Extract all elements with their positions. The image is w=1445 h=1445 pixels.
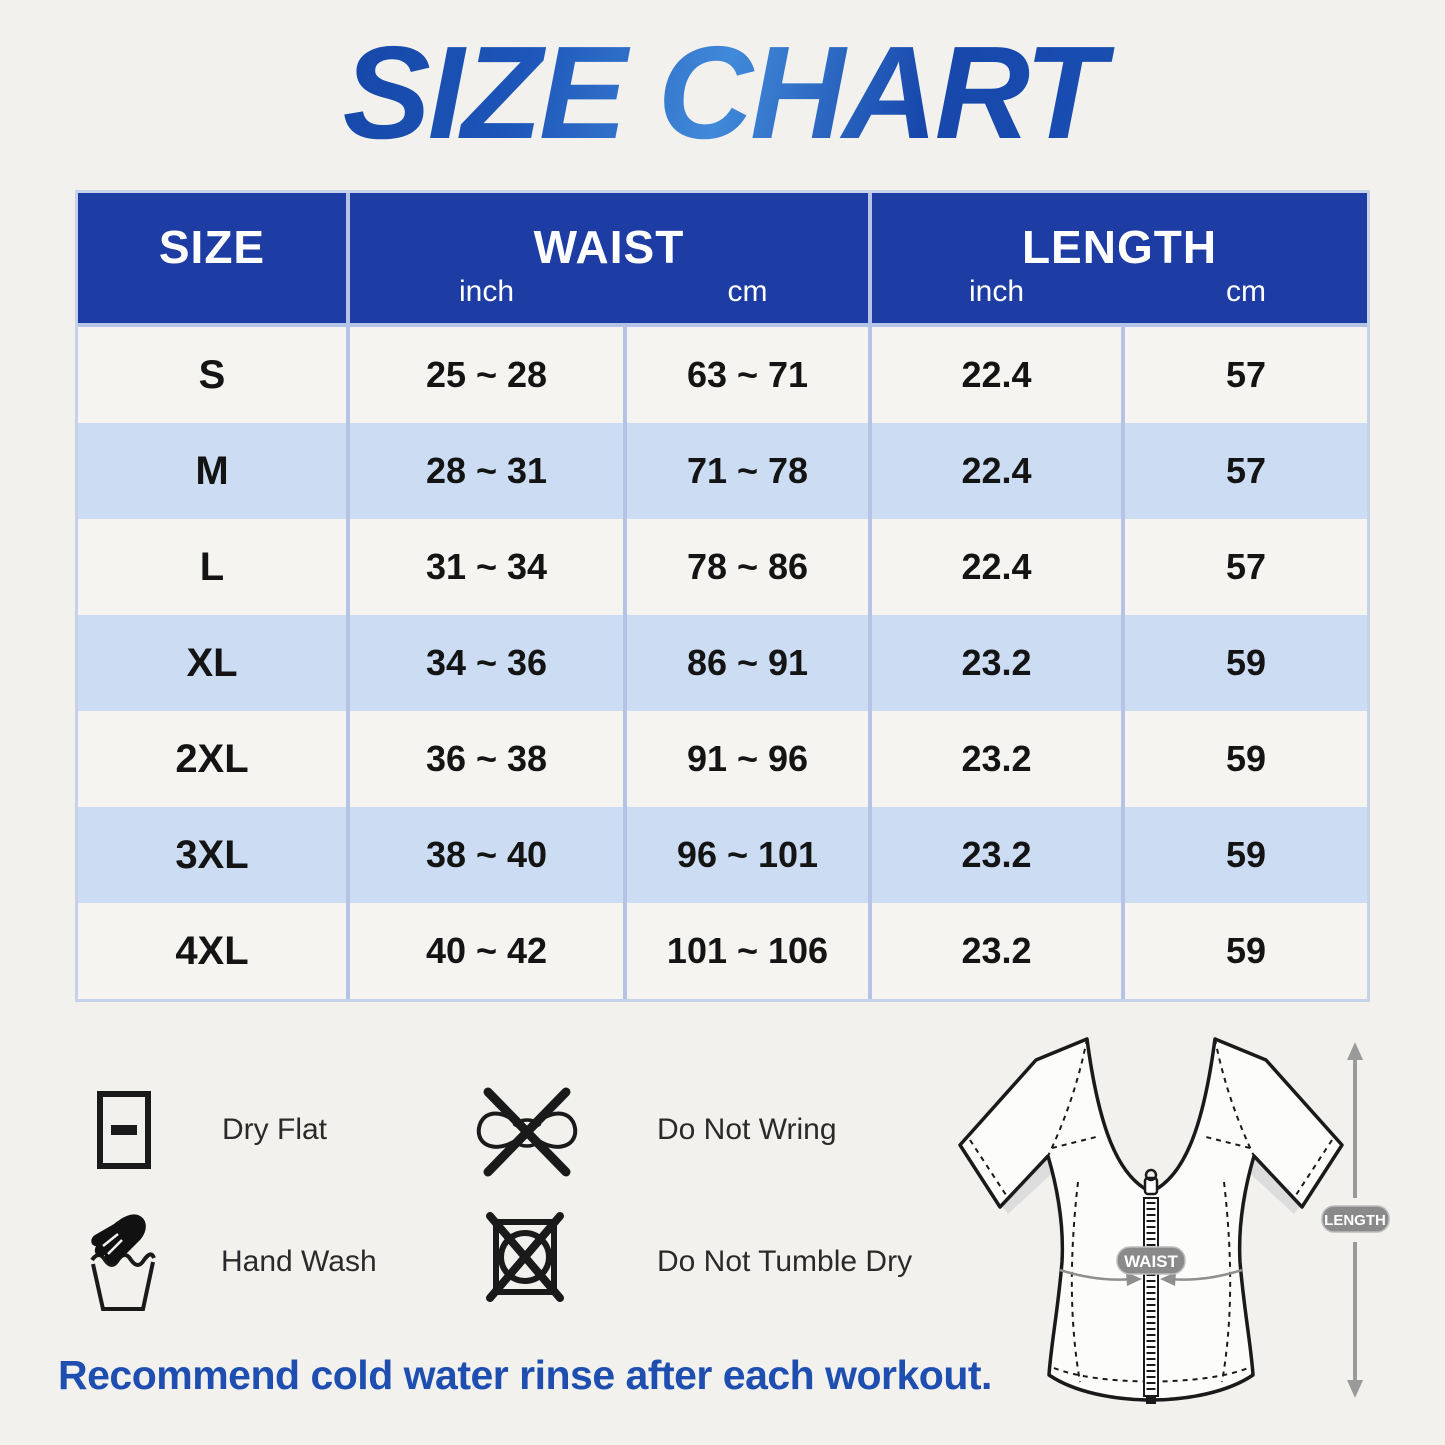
cell-length-inch: 23.2 xyxy=(872,903,1121,999)
header-length-inch: inch xyxy=(968,275,1025,308)
table-row: 2XL 36 ~ 38 91 ~ 96 23.2 59 xyxy=(78,711,1367,807)
cell-length-inch: 22.4 xyxy=(872,519,1121,615)
cell-size: L xyxy=(78,519,346,615)
cell-waist-inch: 34 ~ 36 xyxy=(350,615,623,711)
table-row: 3XL 38 ~ 40 96 ~ 101 23.2 59 xyxy=(78,807,1367,903)
cell-length-cm: 59 xyxy=(1125,711,1367,807)
header-length-label: LENGTH xyxy=(1021,221,1218,273)
cell-length-inch: 22.4 xyxy=(872,423,1121,519)
header-waist-cell: WAIST inch cm xyxy=(350,193,868,323)
cell-length-inch: 22.4 xyxy=(872,327,1121,423)
cell-length-inch: 23.2 xyxy=(872,711,1121,807)
cell-waist-inch: 36 ~ 38 xyxy=(350,711,623,807)
cell-size: 2XL xyxy=(78,711,346,807)
header-waist-units: inch cm xyxy=(350,275,868,309)
size-table: SIZE WAIST inch cm LENGTH inch cm S xyxy=(75,190,1370,1002)
header-length-units: inch cm xyxy=(872,275,1367,309)
care-label-hand-wash: Hand Wash xyxy=(221,1245,377,1278)
cell-length-cm: 57 xyxy=(1125,519,1367,615)
header-size-label: SIZE xyxy=(158,221,266,273)
cell-size: 3XL xyxy=(78,807,346,903)
table-row: XL 34 ~ 36 86 ~ 91 23.2 59 xyxy=(78,615,1367,711)
cell-size: S xyxy=(78,327,346,423)
header-waist-label: WAIST xyxy=(533,221,685,273)
table-row: 4XL 40 ~ 42 101 ~ 106 23.2 59 xyxy=(78,903,1367,999)
cell-length-cm: 57 xyxy=(1125,423,1367,519)
length-badge: LENGTH xyxy=(1321,1205,1390,1233)
cell-waist-cm: 96 ~ 101 xyxy=(627,807,868,903)
cell-waist-inch: 38 ~ 40 xyxy=(350,807,623,903)
cell-waist-cm: 91 ~ 96 xyxy=(627,711,868,807)
cell-waist-inch: 25 ~ 28 xyxy=(350,327,623,423)
table-body: S 25 ~ 28 63 ~ 71 22.4 57 M 28 ~ 31 71 ~… xyxy=(78,327,1367,999)
do-not-wring-icon xyxy=(472,1086,582,1183)
cell-waist-cm: 86 ~ 91 xyxy=(627,615,868,711)
dry-flat-icon xyxy=(95,1090,153,1175)
cell-waist-cm: 78 ~ 86 xyxy=(627,519,868,615)
care-label-dry-flat: Dry Flat xyxy=(222,1113,327,1146)
length-arrow xyxy=(1347,1042,1363,1398)
cell-waist-cm: 71 ~ 78 xyxy=(627,423,868,519)
table-row: L 31 ~ 34 78 ~ 86 22.4 57 xyxy=(78,519,1367,615)
cell-waist-inch: 31 ~ 34 xyxy=(350,519,623,615)
cell-length-cm: 59 xyxy=(1125,903,1367,999)
do-not-tumble-dry-icon xyxy=(486,1210,564,1309)
waist-badge: WAIST xyxy=(1116,1246,1186,1275)
cell-waist-inch: 28 ~ 31 xyxy=(350,423,623,519)
table-header: SIZE WAIST inch cm LENGTH inch cm xyxy=(78,193,1367,323)
cell-length-cm: 59 xyxy=(1125,615,1367,711)
garment-diagram: WAIST LENGTH xyxy=(948,1030,1400,1433)
cell-waist-cm: 101 ~ 106 xyxy=(627,903,868,999)
hand-wash-icon xyxy=(88,1212,158,1319)
cell-size: M xyxy=(78,423,346,519)
header-size-cell: SIZE xyxy=(78,193,346,323)
left-sleeve-panel xyxy=(999,1156,1059,1214)
header-length-cm: cm xyxy=(1226,275,1266,308)
cell-size: 4XL xyxy=(78,903,346,999)
page-title: SIZE CHART xyxy=(0,18,1445,168)
cell-waist-inch: 40 ~ 42 xyxy=(350,903,623,999)
cell-size: XL xyxy=(78,615,346,711)
length-badge-label: LENGTH xyxy=(1324,1212,1386,1229)
header-waist-cm: cm xyxy=(727,275,768,308)
table-row: M 28 ~ 31 71 ~ 78 22.4 57 xyxy=(78,423,1367,519)
care-label-do-not-tumble-dry: Do Not Tumble Dry xyxy=(657,1245,913,1278)
zipper xyxy=(1143,1168,1159,1404)
waist-badge-label: WAIST xyxy=(1124,1252,1178,1271)
header-length-cell: LENGTH inch cm xyxy=(872,193,1367,323)
cell-length-inch: 23.2 xyxy=(872,615,1121,711)
cell-length-inch: 23.2 xyxy=(872,807,1121,903)
right-sleeve-panel xyxy=(1243,1156,1303,1214)
header-waist-inch: inch xyxy=(458,275,515,308)
table-row: S 25 ~ 28 63 ~ 71 22.4 57 xyxy=(78,327,1367,423)
care-note: Recommend cold water rinse after each wo… xyxy=(58,1352,992,1398)
cell-length-cm: 57 xyxy=(1125,327,1367,423)
cell-waist-cm: 63 ~ 71 xyxy=(627,327,868,423)
waist-arrows xyxy=(1059,1268,1243,1286)
seam-lines xyxy=(969,1038,1333,1383)
cell-length-cm: 59 xyxy=(1125,807,1367,903)
care-label-do-not-wring: Do Not Wring xyxy=(657,1113,837,1146)
